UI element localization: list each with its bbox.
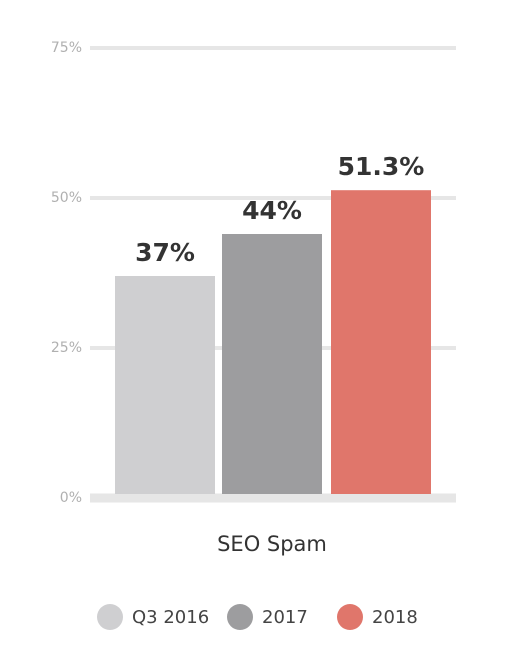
legend-swatch (227, 604, 253, 630)
x-tick-label: SEO Spam (217, 532, 327, 556)
value-label: 44% (242, 196, 302, 225)
bar (115, 276, 215, 494)
legend-swatch (337, 604, 363, 630)
y-tick-label: 50% (51, 190, 82, 206)
value-label: 51.3% (338, 152, 425, 181)
y-tick-label: 0% (60, 490, 82, 506)
value-label: 37% (135, 238, 195, 267)
bar (222, 234, 322, 494)
legend-label: 2017 (262, 607, 308, 628)
bar (331, 190, 431, 494)
legend-label: Q3 2016 (132, 607, 209, 628)
y-tick-label: 25% (51, 340, 82, 356)
legend-label: 2018 (372, 607, 418, 628)
y-tick-label: 75% (51, 40, 82, 56)
legend-swatch (97, 604, 123, 630)
